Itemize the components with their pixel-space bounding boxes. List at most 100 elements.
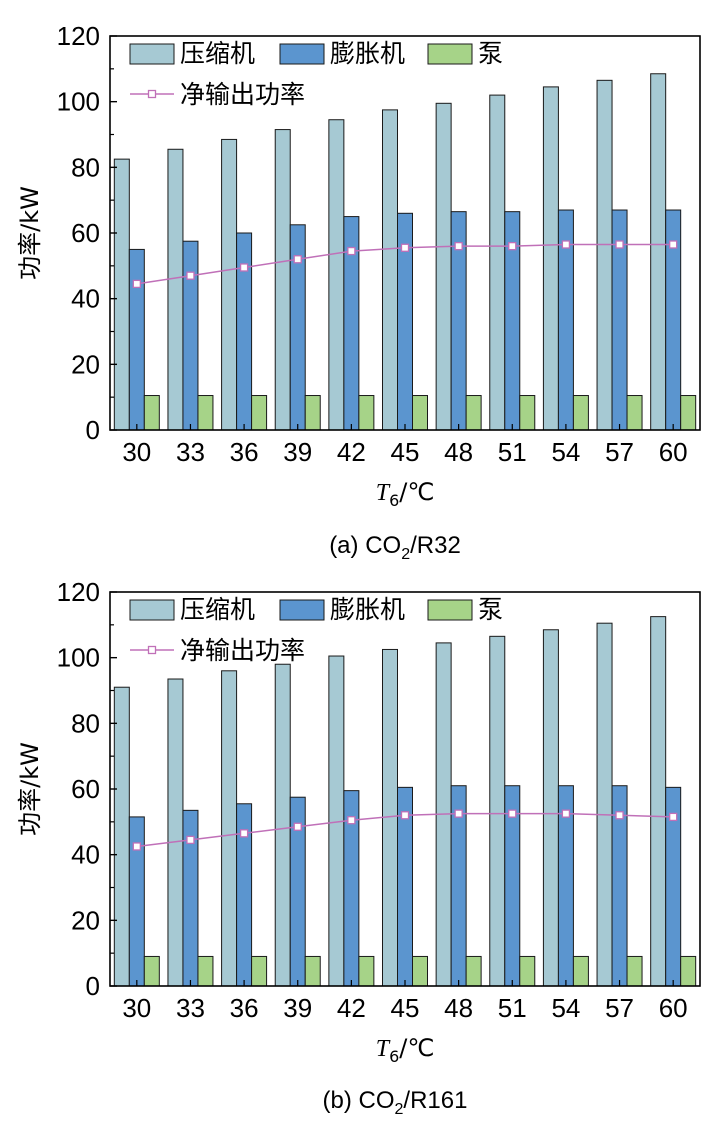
y-tick-label-60: 60 [71,774,100,804]
x-axis-title-unit: /℃ [399,1034,434,1062]
legend-marker-net [147,645,157,655]
bar-pump-45 [412,395,428,431]
x-tick-label-33: 33 [176,437,205,467]
caption-prefix: (b) CO [323,1087,395,1114]
net-output-point-54 [561,809,571,818]
x-tick-label-36: 36 [230,993,259,1023]
bar-compressor-30 [113,158,130,431]
bar-expander-30 [128,816,145,987]
bar-pump-57 [626,395,643,431]
legend-swatch-compressor [129,599,175,621]
caption-subscript: 2 [401,546,410,563]
x-tick-label-57: 57 [605,993,634,1023]
bar-compressor-33 [167,678,184,987]
caption-subscript: 2 [395,1101,404,1118]
bar-pump-54 [572,955,589,987]
x-tick-label-30: 30 [122,437,151,467]
bar-pump-36 [251,955,268,987]
y-tick-label-0: 0 [86,415,100,445]
legend-swatch-compressor [129,43,175,65]
net-output-point-36 [239,829,249,838]
y-axis-title: 功率/kW [16,186,44,280]
legend-label-pump: 泵 [478,595,503,624]
panel-caption: (a) CO2/R32 [329,532,461,563]
bar-compressor-51 [489,635,506,987]
x-tick-label-60: 60 [659,437,688,467]
y-tick-label-0: 0 [86,971,100,1001]
x-tick-label-60: 60 [659,993,688,1023]
legend-label-net: 净输出功率 [180,80,305,109]
bar-compressor-57 [596,622,613,987]
x-tick-label-54: 54 [551,437,580,467]
bar-compressor-60 [650,73,667,431]
bar-pump-45 [412,955,428,987]
bar-pump-30 [143,395,160,431]
caption-suffix: /R32 [410,532,461,559]
net-output-point-48 [454,241,463,251]
x-tick-label-54: 54 [551,993,580,1023]
bar-compressor-36 [221,138,238,431]
bar-expander-33 [182,240,199,431]
bar-compressor-39 [274,129,291,431]
legend-swatch-expander [279,599,325,621]
bar-pump-39 [304,395,321,431]
y-tick-label-20: 20 [71,905,100,935]
bar-pump-57 [626,955,643,987]
y-tick-label-120: 120 [57,577,100,607]
bar-pump-51 [519,955,536,987]
y-tick-label-60: 60 [71,218,100,248]
x-axis-title: T6/℃ [376,478,435,510]
bar-compressor-42 [328,119,345,431]
x-axis-title-unit: /℃ [399,478,434,506]
bar-pump-48 [465,395,482,431]
y-tick-label-120: 120 [57,21,100,51]
chart-panel-2: 0 20 40 60 80 100 120 30 33 36 39 42 45 48 51 54 57 60 功率/… [16,577,701,1118]
bar-compressor-54 [542,86,559,431]
x-tick-label-30: 30 [122,993,151,1023]
legend-label-compressor: 压缩机 [180,595,255,624]
x-tick-label-51: 51 [498,993,527,1023]
chart-panel-1: 0 20 40 60 80 100 120 30 33 36 39 42 45 48 51 54 57 60 功率/… [16,21,701,563]
net-output-point-57 [615,240,624,249]
x-tick-label-48: 48 [444,993,473,1023]
x-tick-label-42: 42 [337,437,366,467]
x-tick-label-45: 45 [391,993,420,1023]
net-output-point-54 [561,240,571,249]
bar-expander-36 [236,232,253,431]
legend-label-pump: 泵 [478,39,503,68]
bar-pump-60 [680,395,697,431]
y-tick-label-100: 100 [57,87,100,117]
bar-pump-51 [519,395,536,431]
x-axis-title-symbol: T [376,1036,391,1062]
x-axis-title-subscript: 6 [389,491,399,510]
y-tick-label-100: 100 [57,643,100,673]
net-output-point-51 [508,809,517,818]
bar-pump-33 [197,955,214,987]
bar-compressor-39 [274,663,291,987]
bar-compressor-45 [382,109,398,431]
net-output-point-51 [508,241,517,251]
x-tick-label-42: 42 [337,993,366,1023]
x-axis-title-subscript: 6 [389,1047,399,1066]
legend-marker-net [147,89,157,99]
x-axis-title-symbol: T [376,480,391,506]
x-tick-label-45: 45 [391,437,420,467]
bar-pump-60 [680,955,697,987]
legend-label-expander: 膨胀机 [330,39,405,68]
bar-pump-30 [143,955,160,987]
x-tick-label-48: 48 [444,437,473,467]
net-output-point-33 [186,271,195,280]
bar-pump-42 [358,395,375,431]
bar-compressor-48 [435,102,452,431]
net-output-point-48 [454,809,463,818]
caption-prefix: (a) CO [329,532,401,559]
net-output-point-45 [400,811,410,820]
net-output-point-42 [347,246,356,256]
y-tick-label-20: 20 [71,349,100,379]
bar-pump-54 [572,395,589,431]
legend-label-expander: 膨胀机 [330,595,405,624]
x-axis-title: T6/℃ [376,1034,435,1066]
bar-compressor-51 [489,94,506,431]
bar-compressor-36 [221,670,238,987]
